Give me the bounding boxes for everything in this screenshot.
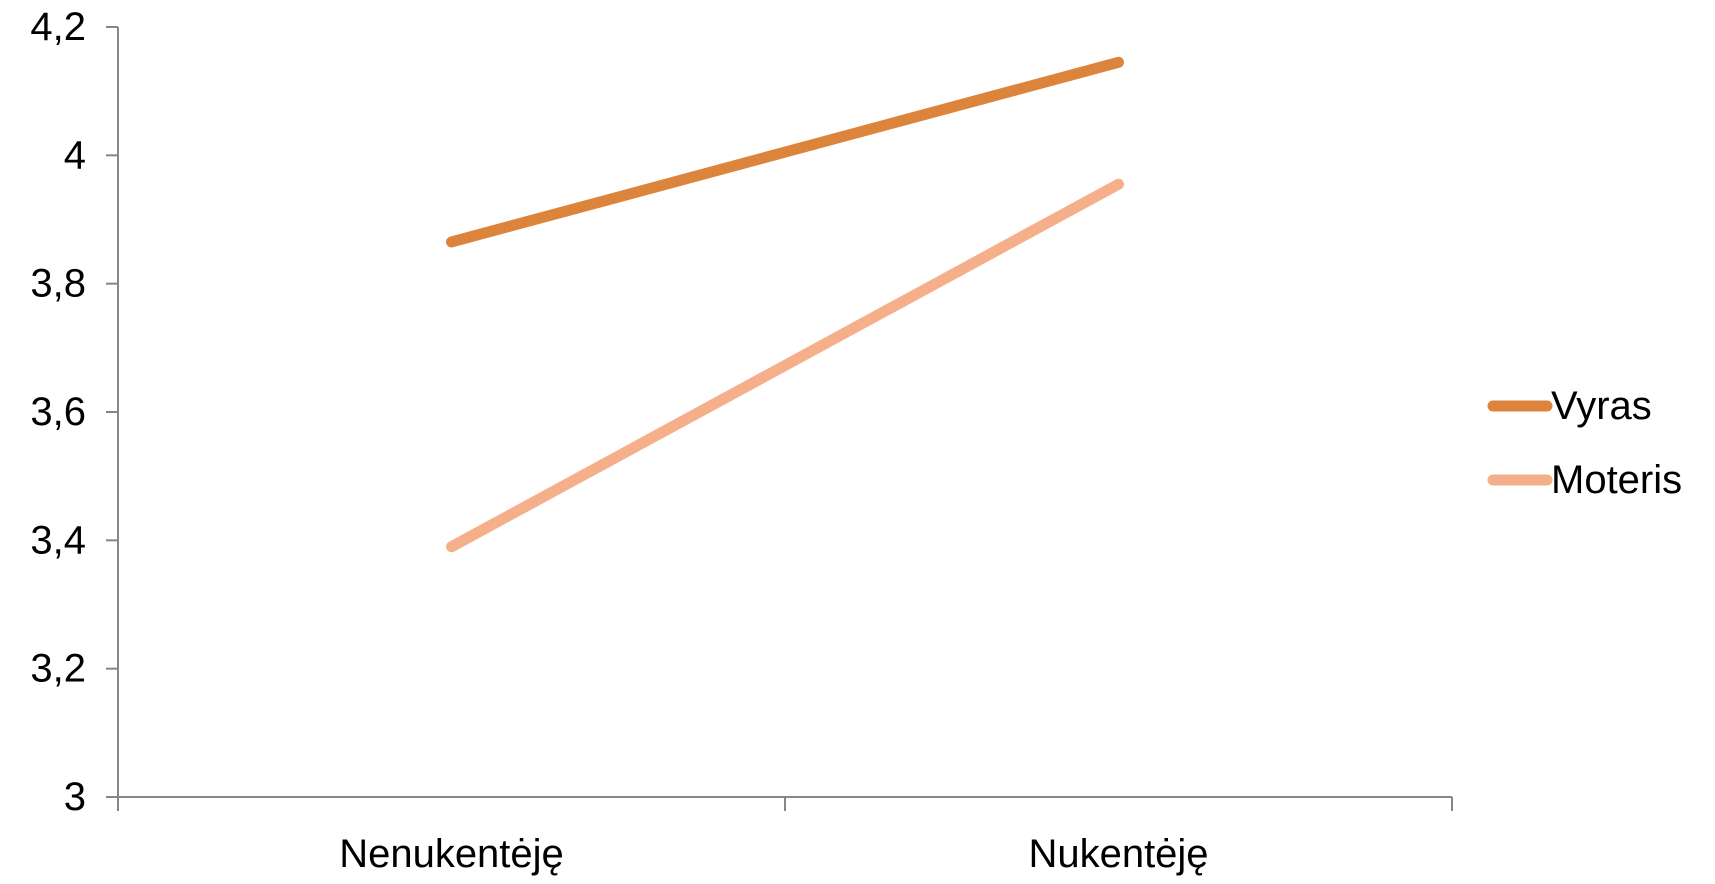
series-line-moteris [446, 178, 1124, 553]
legend-label: Moteris [1551, 458, 1682, 502]
y-tick-label: 4 [64, 133, 86, 177]
y-tick-label: 4,2 [30, 5, 86, 49]
legend-label: Vyras [1551, 384, 1652, 428]
y-tick-label: 3,6 [30, 390, 86, 434]
y-tick-label: 3,8 [30, 262, 86, 306]
x-category-label: Nukentėję [1028, 832, 1208, 876]
legend: Vyras Moteris [1487, 384, 1682, 502]
series-lines [446, 56, 1124, 553]
y-tick-label: 3,4 [30, 518, 86, 562]
x-category-label: Nenukentėję [339, 832, 564, 876]
axes: 3 3,2 3,4 3,6 3,8 4 4,2 Nenukentėję Nukentėję [30, 5, 1453, 876]
series-line-vyras [446, 56, 1124, 248]
y-tick-label: 3,2 [30, 647, 86, 691]
y-tick-label: 3 [64, 775, 86, 819]
